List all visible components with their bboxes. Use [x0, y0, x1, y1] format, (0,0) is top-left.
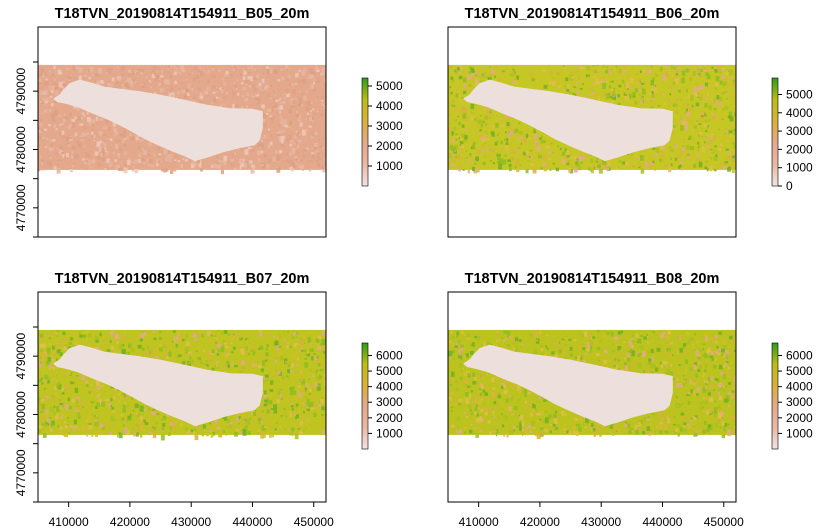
x-tick-label: 440000 — [232, 515, 272, 529]
plot-frame — [447, 291, 737, 503]
legend-label: 3000 — [376, 395, 403, 409]
plot-frame — [37, 291, 327, 503]
legend-label: 4000 — [376, 99, 403, 113]
legend-label: 1000 — [786, 161, 813, 175]
x-tick-label: 410000 — [459, 515, 499, 529]
panel-4: T18TVN_20190814T154911_B08_20m 410000 4200… — [447, 271, 813, 529]
legend-label: 0 — [786, 179, 793, 193]
legend-colorbar: 1000 2000 3000 4000 5000 — [361, 77, 403, 187]
legend-label: 3000 — [376, 119, 403, 133]
panel-2: T18TVN_20190814T154911_B06_20m 0 1000 2000 3… — [447, 6, 813, 238]
y-tick-label: 4790000 — [14, 332, 28, 379]
lake-shape — [53, 344, 263, 427]
x-tick-label: 410000 — [49, 515, 89, 529]
legend-label: 5000 — [786, 364, 813, 378]
legend-colorbar: 0 1000 2000 3000 4000 5000 — [771, 77, 813, 193]
legend-gradient — [771, 342, 779, 450]
x-tick-label: 440000 — [642, 515, 682, 529]
legend-label: 4000 — [786, 106, 813, 120]
y-tick-label: 4770000 — [14, 184, 28, 231]
panel-1: T18TVN_20190814T154911_B05_20m 4770000 478… — [14, 6, 403, 238]
legend-label: 2000 — [786, 411, 813, 425]
x-tick-label: 420000 — [110, 515, 150, 529]
legend-label: 1000 — [786, 426, 813, 440]
legend-label: 2000 — [786, 142, 813, 156]
legend-gradient — [771, 77, 779, 187]
legend-label: 5000 — [376, 79, 403, 93]
panel-title: T18TVN_20190814T154911_B06_20m — [465, 6, 720, 22]
plot-frame — [37, 26, 327, 238]
panel-3: T18TVN_20190814T154911_B07_20m 4770000 478… — [14, 271, 403, 529]
y-tick-label: 4780000 — [14, 126, 28, 173]
legend-label: 5000 — [376, 364, 403, 378]
legend-label: 2000 — [376, 411, 403, 425]
legend-label: 3000 — [786, 124, 813, 138]
legend-label: 1000 — [376, 426, 403, 440]
x-tick-label: 420000 — [520, 515, 560, 529]
legend-gradient — [361, 77, 369, 187]
legend-label: 3000 — [786, 395, 813, 409]
legend-label: 4000 — [786, 380, 813, 394]
panel-title: T18TVN_20190814T154911_B07_20m — [55, 271, 310, 287]
lake-shape — [53, 79, 263, 162]
legend-gradient — [361, 342, 369, 450]
legend-label: 6000 — [376, 348, 403, 362]
panel-title: T18TVN_20190814T154911_B05_20m — [55, 6, 310, 22]
plot-frame — [447, 26, 737, 238]
y-tick-label: 4770000 — [14, 449, 28, 496]
x-tick-label: 450000 — [294, 515, 334, 529]
legend-label: 2000 — [376, 139, 403, 153]
legend-label: 6000 — [786, 348, 813, 362]
legend-label: 5000 — [786, 87, 813, 101]
y-tick-label: 4780000 — [14, 391, 28, 438]
lake-shape — [463, 344, 673, 427]
legend-label: 1000 — [376, 159, 403, 173]
x-tick-label: 430000 — [171, 515, 211, 529]
x-tick-label: 430000 — [581, 515, 621, 529]
x-tick-label: 450000 — [704, 515, 744, 529]
y-tick-label: 4790000 — [14, 67, 28, 114]
lake-shape — [463, 79, 673, 162]
panel-title: T18TVN_20190814T154911_B08_20m — [465, 271, 720, 287]
legend-label: 4000 — [376, 380, 403, 394]
